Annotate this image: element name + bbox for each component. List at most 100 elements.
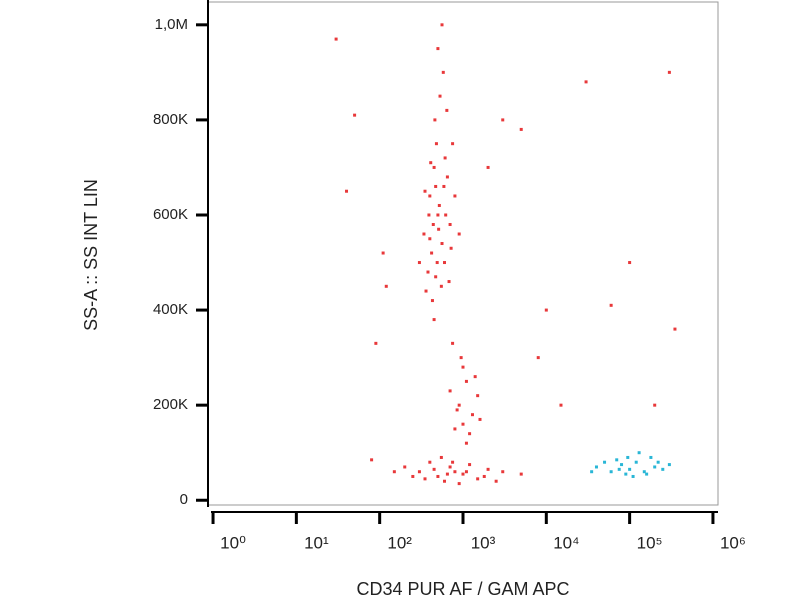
point <box>473 375 477 379</box>
point <box>637 451 641 455</box>
point <box>631 474 635 478</box>
point <box>451 460 455 464</box>
point <box>403 465 407 469</box>
point <box>461 365 465 369</box>
point <box>434 184 438 188</box>
point <box>448 389 452 393</box>
x-axis-label: CD34 PUR AF / GAM APC <box>356 579 569 599</box>
point <box>476 477 480 481</box>
point <box>609 470 613 474</box>
x-tick-label: 10⁰ <box>220 533 246 552</box>
x-tick-label: 10⁵ <box>637 533 663 552</box>
point <box>435 261 439 265</box>
point <box>453 427 457 431</box>
point <box>468 463 472 467</box>
point <box>464 470 468 474</box>
point <box>445 108 449 112</box>
point <box>457 232 461 236</box>
point <box>615 458 619 462</box>
point <box>445 472 449 476</box>
point <box>536 356 540 360</box>
point <box>424 289 428 293</box>
point <box>439 455 443 459</box>
point <box>453 194 457 198</box>
point <box>392 470 396 474</box>
point <box>667 70 671 74</box>
point <box>486 467 490 471</box>
point <box>428 460 432 464</box>
point <box>381 251 385 255</box>
point <box>464 441 468 445</box>
x-tick-label: 10⁴ <box>553 533 579 552</box>
x-tick-label: 10³ <box>471 533 496 552</box>
point <box>459 356 463 360</box>
point <box>434 275 438 279</box>
point <box>457 403 461 407</box>
point <box>448 222 452 226</box>
point <box>594 465 598 469</box>
point <box>439 284 443 288</box>
point <box>434 142 438 146</box>
point <box>653 465 657 469</box>
point <box>370 458 374 462</box>
x-tick-label: 10¹ <box>304 533 329 552</box>
point <box>353 113 357 117</box>
point <box>590 470 594 474</box>
point <box>429 161 433 165</box>
point <box>426 270 430 274</box>
point <box>441 70 445 74</box>
y-tick-label: 400K <box>153 301 188 318</box>
point <box>438 94 442 98</box>
point <box>432 467 436 471</box>
point <box>624 472 628 476</box>
point <box>634 460 638 464</box>
y-tick-label: 0 <box>180 491 188 508</box>
point <box>433 118 437 122</box>
y-axis-label: SS-A :: SS INT LIN <box>81 179 101 331</box>
point <box>559 403 563 407</box>
point <box>436 47 440 51</box>
plot-frame <box>207 1 719 506</box>
point <box>428 237 432 241</box>
point <box>430 251 434 255</box>
point <box>609 303 613 307</box>
point <box>428 194 432 198</box>
point <box>440 23 444 27</box>
point <box>667 463 671 467</box>
point <box>432 165 436 169</box>
point <box>645 472 649 476</box>
point <box>468 432 472 436</box>
point <box>444 213 448 217</box>
point <box>642 470 646 474</box>
point <box>476 394 480 398</box>
point <box>430 299 434 303</box>
point <box>453 470 457 474</box>
point <box>442 184 446 188</box>
point <box>447 280 451 284</box>
point <box>461 422 465 426</box>
point <box>617 467 621 471</box>
x-tick-label: 10² <box>387 533 412 552</box>
point <box>486 165 490 169</box>
point <box>440 242 444 246</box>
y-tick-label: 600K <box>153 206 188 223</box>
y-tick-label: 800K <box>153 111 188 128</box>
point <box>437 227 441 231</box>
point <box>626 455 630 459</box>
y-tick-label: 200K <box>153 396 188 413</box>
point <box>628 261 632 265</box>
point <box>470 413 474 417</box>
point <box>445 175 449 179</box>
point <box>628 467 632 471</box>
point <box>423 477 427 481</box>
y-tick-label: 1,0M <box>155 16 188 33</box>
point <box>494 479 498 483</box>
point <box>478 417 482 421</box>
point <box>411 474 415 478</box>
point <box>461 472 465 476</box>
point <box>603 460 607 464</box>
point <box>345 189 349 193</box>
point <box>334 37 338 41</box>
point <box>449 246 453 250</box>
